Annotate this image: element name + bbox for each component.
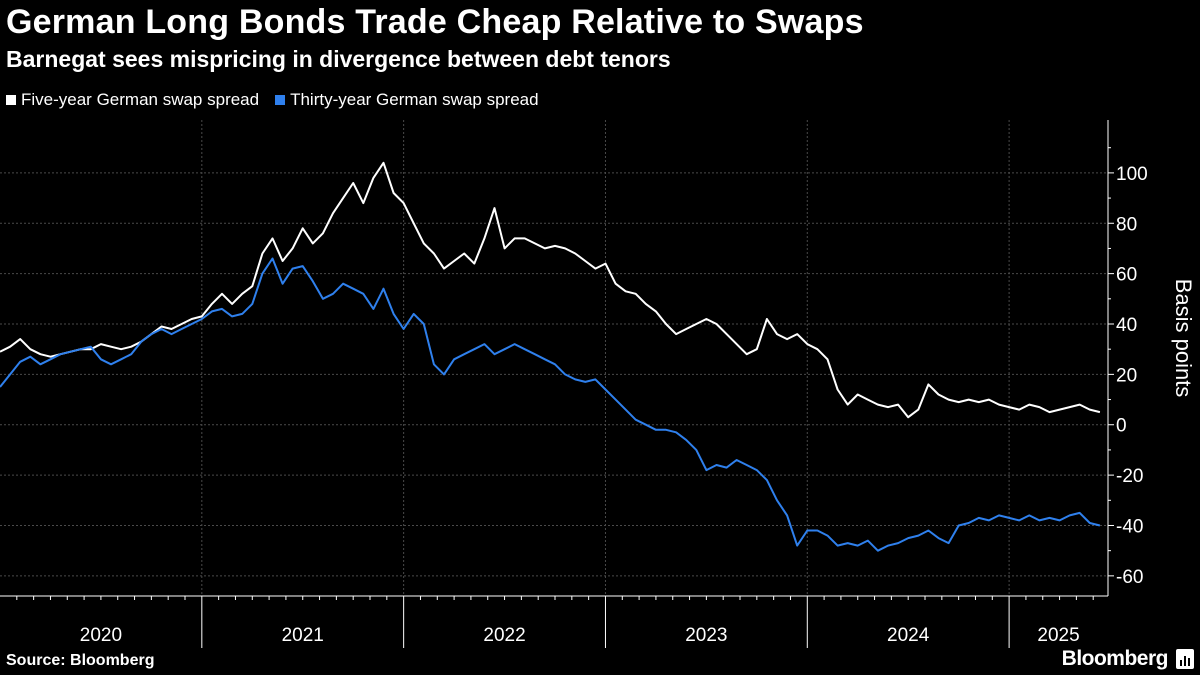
x-year-label: 2021 xyxy=(282,625,324,646)
legend-label-thirty-year: Thirty-year German swap spread xyxy=(290,90,539,109)
x-year-label: 2025 xyxy=(1037,625,1079,646)
y-tick-label: 80 xyxy=(1116,214,1137,235)
x-year-label: 2023 xyxy=(685,625,727,646)
y-tick-label: 0 xyxy=(1116,416,1127,437)
legend-swatch-thirty-year xyxy=(275,95,286,105)
x-year-label: 2024 xyxy=(887,625,930,646)
y-tick-label: -20 xyxy=(1116,466,1143,487)
source-note: Source: Bloomberg xyxy=(6,652,155,669)
legend-item-five-year: Five-year German swap spread xyxy=(6,90,259,110)
chart-title: German Long Bonds Trade Cheap Relative t… xyxy=(6,3,864,41)
legend-swatch-five-year xyxy=(6,95,16,105)
legend: Five-year German swap spread Thirty-year… xyxy=(6,90,555,110)
y-tick-label: -60 xyxy=(1116,567,1143,588)
y-tick-label: -40 xyxy=(1116,516,1143,537)
series-line-thirty-year xyxy=(0,257,1101,552)
legend-label-five-year: Five-year German swap spread xyxy=(21,90,260,109)
legend-item-thirty-year: Thirty-year German swap spread xyxy=(275,90,539,110)
y-tick-label: 20 xyxy=(1116,365,1137,386)
y-axis-title: Basis points xyxy=(1171,279,1196,398)
y-tick-label: 40 xyxy=(1116,315,1137,336)
series-line-five-year xyxy=(0,161,1101,419)
y-tick-label: 100 xyxy=(1116,164,1148,185)
x-year-label: 2022 xyxy=(483,625,525,646)
chart-subtitle: Barnegat sees mispricing in divergence b… xyxy=(6,46,671,72)
x-year-label: 2020 xyxy=(80,625,122,646)
y-tick-label: 60 xyxy=(1116,265,1137,286)
bloomberg-chart-icon xyxy=(1176,649,1194,669)
bloomberg-logo: Bloomberg xyxy=(1061,647,1169,670)
